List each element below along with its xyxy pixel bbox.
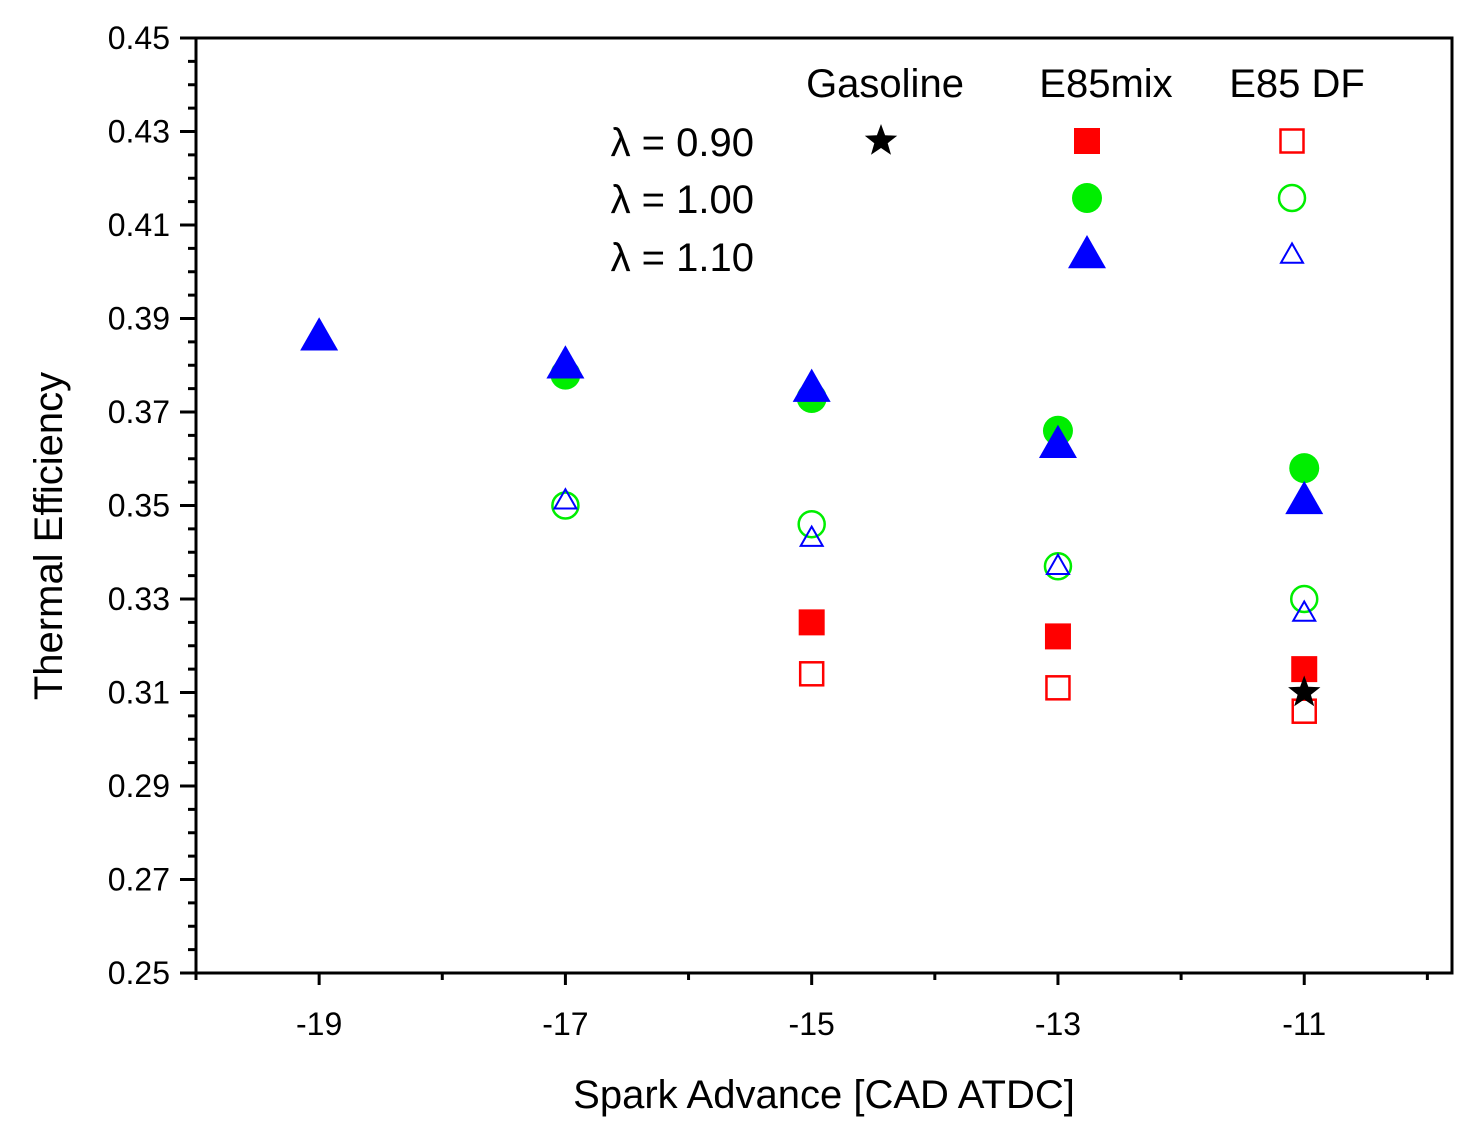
plot-frame	[194, 36, 1454, 975]
triangle-filled-point	[300, 317, 339, 351]
y-tick-label: 0.41	[108, 207, 170, 243]
x-tick-label: -19	[296, 1006, 342, 1042]
triangle-filled-point	[1038, 424, 1077, 459]
triangle-filled-point	[546, 345, 585, 379]
legend-symbols	[864, 124, 1307, 269]
legend-row-lambda-090: λ = 0.90	[611, 121, 754, 165]
x-tick-label: -11	[1282, 1006, 1326, 1042]
legend: Gasoline E85mix E85 DF λ = 0.90 λ = 1.00…	[611, 62, 1365, 280]
legend-square-filled-symbol	[1074, 128, 1100, 154]
legend-header-e85df: E85 DF	[1229, 62, 1365, 106]
y-tick-label: 0.45	[108, 20, 170, 56]
legend-circle-filled-symbol	[1072, 183, 1102, 213]
x-tick-label: -13	[1035, 1006, 1081, 1042]
data-markers	[300, 317, 1324, 724]
square-open-point	[798, 661, 825, 687]
y-tick-label: 0.25	[108, 955, 170, 991]
square-filled-point	[1044, 623, 1071, 650]
triangle-filled-point	[792, 368, 831, 402]
legend-circle-open-symbol	[1277, 183, 1307, 213]
legend-row-lambda-100: λ = 1.00	[611, 178, 754, 222]
circle-filled-point	[1289, 453, 1320, 484]
x-tick-label: -17	[542, 1006, 588, 1042]
legend-square-open-symbol	[1279, 128, 1305, 154]
circle-open-point	[551, 491, 580, 520]
square-open-point	[1045, 675, 1071, 701]
y-tick-label: 0.43	[108, 114, 170, 150]
triangle-open-point	[1291, 599, 1317, 622]
triangle-filled-point	[1285, 480, 1324, 515]
x-axis-title: Spark Advance [CAD ATDC]	[573, 1073, 1075, 1117]
legend-row-lambda-110: λ = 1.10	[611, 236, 754, 280]
y-tick-label: 0.37	[108, 394, 170, 430]
legend-star-filled-symbol	[864, 124, 898, 155]
triangle-open-point	[798, 524, 825, 547]
star-filled-point	[1288, 675, 1321, 707]
circle-open-point	[1043, 552, 1073, 581]
legend-header-e85mix: E85mix	[1039, 62, 1172, 106]
y-axis-ticks: 0.25 0.27 0.29 0.31 0.33 0.35 0.37 0.39 0.41 0.43…	[108, 20, 196, 991]
y-tick-label: 0.31	[108, 675, 170, 711]
legend-triangle-filled-symbol	[1068, 235, 1106, 269]
y-axis-title: Thermal Efficiency	[27, 372, 71, 700]
circle-open-point	[1289, 584, 1319, 614]
x-axis-ticks: -19 -17 -15 -13 -11	[194, 973, 1429, 1042]
triangle-open-point	[1045, 552, 1071, 575]
x-tick-label: -15	[789, 1006, 835, 1042]
y-tick-label: 0.33	[108, 581, 170, 617]
square-filled-point	[798, 609, 825, 636]
legend-triangle-open-symbol	[1279, 241, 1305, 264]
y-tick-label: 0.39	[108, 301, 170, 337]
triangle-open-point	[552, 487, 579, 510]
y-tick-label: 0.27	[108, 862, 170, 898]
square-open-point	[1291, 698, 1317, 724]
y-tick-label: 0.29	[108, 768, 170, 804]
y-tick-label: 0.35	[108, 488, 170, 524]
legend-header-gasoline: Gasoline	[806, 62, 964, 106]
circle-open-point	[797, 509, 826, 539]
